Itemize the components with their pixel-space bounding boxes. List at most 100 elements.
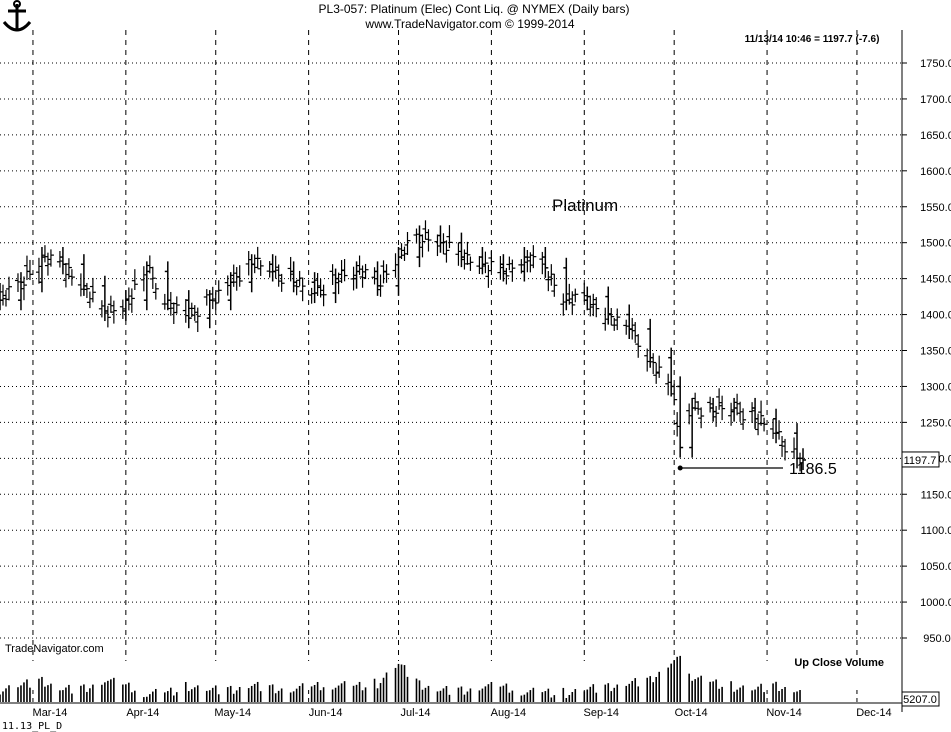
price-bar	[761, 417, 768, 432]
price-bar	[287, 256, 294, 282]
price-bar	[215, 280, 222, 303]
price-bar	[335, 272, 342, 295]
price-bar	[446, 225, 453, 249]
price-bar	[233, 267, 240, 291]
y-tick-label: 1600.0	[920, 166, 951, 178]
y-tick-label: 1650.0	[920, 130, 951, 142]
price-bar	[713, 406, 720, 427]
price-bar	[665, 373, 672, 396]
x-tick-label: Dec-14	[856, 707, 891, 719]
y-tick-label: 1050.0	[920, 561, 951, 573]
price-bar	[161, 293, 168, 310]
x-axis: Mar-14 Apr-14 May-14 Jun-14 Jul-14 Aug-14 Sep-…	[0, 702, 902, 719]
price-bar	[41, 245, 48, 263]
y-tick-label: 1750.0	[920, 58, 951, 70]
price-bar	[581, 282, 588, 302]
price-bar	[479, 247, 486, 275]
price-bar	[56, 251, 63, 268]
price-bar	[737, 401, 744, 422]
price-bar	[2, 290, 9, 307]
price-bar	[107, 295, 114, 313]
price-bar	[506, 256, 513, 271]
price-bar	[497, 256, 504, 280]
price-bar	[38, 247, 45, 293]
price-bar	[68, 269, 75, 286]
price-bar	[668, 347, 675, 397]
price-bar	[740, 408, 747, 430]
price-bar	[272, 255, 279, 279]
y-tick-label: 1000.0	[920, 597, 951, 609]
x-tick-label: Mar-14	[33, 707, 68, 719]
footer-code: 11.13_PL_D	[2, 721, 62, 732]
price-bar	[149, 266, 156, 289]
y-tick-label: 1450.0	[920, 274, 951, 286]
price-bar	[755, 413, 762, 436]
y-tick-label: 1150.0	[921, 489, 951, 501]
price-bar	[299, 277, 306, 302]
price-bar	[548, 264, 555, 286]
price-bar	[440, 233, 447, 255]
price-bar	[728, 402, 735, 426]
price-bar	[140, 266, 147, 292]
volume-legend: Up Close Volume	[794, 657, 884, 669]
price-bar	[413, 228, 420, 244]
price-bar	[152, 283, 159, 300]
price-bar	[476, 256, 483, 275]
y-tick-label: 1500.0	[920, 238, 951, 250]
price-bar	[170, 302, 177, 325]
support-point	[677, 465, 683, 471]
price-bar	[689, 397, 696, 458]
support-line-group: 1186.5	[677, 461, 837, 478]
price-bar	[83, 282, 90, 299]
chart-title: PL3-057: Platinum (Elec) Cont Liq. @ NYM…	[319, 2, 630, 16]
x-tick-label: Jul-14	[401, 707, 431, 719]
price-bar	[614, 308, 621, 331]
price-bar	[749, 402, 756, 423]
y-tick-label: 1100.0	[921, 525, 951, 537]
price-bar	[422, 220, 429, 240]
price-bar	[461, 249, 468, 270]
annotation-label: Platinum	[552, 196, 618, 215]
price-bar	[119, 299, 126, 319]
price-bar	[488, 250, 495, 271]
price-bar	[5, 276, 12, 301]
chart-grid	[0, 30, 902, 703]
price-bar	[26, 259, 33, 281]
price-bar	[686, 403, 693, 425]
y-tick-label: 1350.0	[920, 346, 951, 358]
price-bar	[230, 264, 237, 287]
price-bar	[800, 448, 807, 471]
x-tick-label: Oct-14	[675, 707, 708, 719]
price-bar	[416, 225, 423, 268]
price-bar	[551, 273, 558, 297]
price-bar	[404, 232, 411, 256]
y-axis: 1750.0 1700.0 1650.0 1600.0 1550.0 1500.0 1450…	[901, 30, 951, 712]
y-tick-label: 1700.0	[920, 94, 951, 106]
anchor-icon	[2, 0, 32, 32]
price-bar	[671, 383, 678, 406]
price-bar	[14, 273, 21, 292]
price-bar	[776, 420, 783, 440]
price-bar	[167, 291, 174, 316]
price-bar	[623, 319, 630, 335]
price-bar	[194, 307, 201, 333]
price-bar	[656, 355, 663, 378]
price-bar	[206, 290, 213, 329]
x-tick-label: May-14	[214, 707, 251, 719]
last-volume-box: 5207.0	[901, 691, 940, 707]
price-bar	[293, 280, 300, 296]
price-bar	[674, 412, 681, 437]
price-bar	[311, 272, 318, 304]
price-bar	[644, 348, 651, 372]
price-bar	[773, 408, 780, 444]
price-bar	[539, 251, 546, 275]
price-bar	[23, 255, 30, 281]
price-bar	[296, 270, 303, 287]
price-bar	[329, 264, 336, 285]
price-bar	[455, 242, 462, 266]
price-bar	[164, 261, 171, 311]
volume-bars	[0, 655, 801, 702]
price-bar	[572, 288, 579, 303]
price-bar	[509, 259, 516, 282]
x-tick-label: Aug-14	[491, 707, 526, 719]
